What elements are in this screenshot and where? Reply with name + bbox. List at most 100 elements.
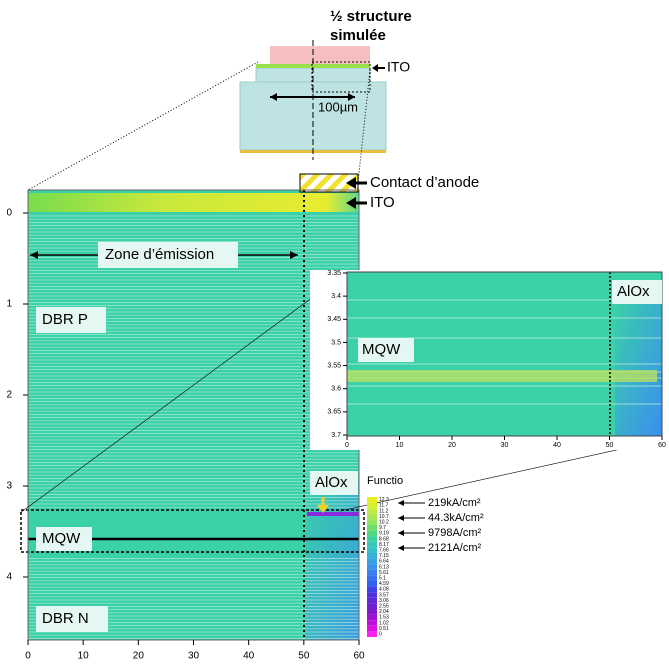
color-swatch bbox=[367, 592, 377, 598]
colorbar-label: 11.2 bbox=[379, 508, 389, 514]
color-swatch bbox=[367, 581, 377, 587]
y-tick-label: 4 bbox=[6, 572, 12, 583]
color-swatch bbox=[367, 569, 377, 576]
color-swatch bbox=[367, 513, 377, 520]
label-box bbox=[310, 471, 358, 495]
colorbar: Functio 12.311.711.210.710.29.79.198.688… bbox=[367, 475, 484, 638]
x-tick-label: 30 bbox=[501, 442, 509, 449]
color-swatch bbox=[367, 586, 377, 593]
current-label: 44.3kA/cm² bbox=[428, 512, 484, 524]
color-swatch bbox=[367, 625, 377, 632]
x-tick-label: 30 bbox=[188, 651, 200, 662]
colorbar-label: 10.2 bbox=[379, 520, 389, 526]
x-tick-label: 20 bbox=[448, 442, 456, 449]
y-tick-label: 2 bbox=[6, 390, 12, 401]
mqw-label: MQW bbox=[42, 530, 81, 547]
dbr-n-label: DBR N bbox=[42, 610, 89, 627]
x-tick-label: 0 bbox=[25, 651, 31, 662]
colorbar-label: 5.61 bbox=[379, 570, 389, 576]
color-swatch bbox=[367, 547, 377, 553]
colorbar-label: 0.51 bbox=[379, 626, 389, 632]
color-swatch bbox=[367, 502, 377, 509]
color-swatch bbox=[367, 603, 377, 609]
colorbar-label: 6.64 bbox=[379, 559, 389, 565]
zoom-line bbox=[356, 69, 371, 193]
arrow-head bbox=[346, 177, 356, 189]
colorbar-label: 7.66 bbox=[379, 548, 389, 554]
color-swatch bbox=[367, 519, 377, 525]
x-tick-label: 40 bbox=[243, 651, 255, 662]
contact-label: Contact d’anode bbox=[370, 174, 479, 191]
colorbar-label: 0 bbox=[379, 632, 382, 638]
color-swatch bbox=[367, 541, 377, 548]
color-swatch bbox=[367, 508, 377, 514]
x-tick-label: 60 bbox=[353, 651, 365, 662]
color-swatch bbox=[367, 597, 377, 604]
colorbar-label: 4.59 bbox=[379, 581, 389, 587]
label-box bbox=[612, 280, 662, 304]
y-tick-label: 3 bbox=[6, 481, 12, 492]
colorbar-label: 11.7 bbox=[379, 503, 389, 509]
y-tick-label: 3.6 bbox=[331, 386, 341, 393]
color-swatch bbox=[367, 530, 377, 537]
dbr-p-label: DBR P bbox=[42, 311, 88, 328]
pointer-head bbox=[398, 500, 404, 506]
mqw-box bbox=[20, 509, 365, 553]
colorbar-label: 1.02 bbox=[379, 620, 389, 626]
current-label: 2121A/cm² bbox=[428, 542, 482, 554]
colorbar-label: 10.7 bbox=[379, 514, 389, 520]
title-line: simulée bbox=[330, 27, 386, 44]
colorbar-label: 3.57 bbox=[379, 592, 389, 598]
color-swatch bbox=[367, 553, 377, 559]
color-swatch bbox=[367, 575, 377, 581]
x-tick-label: 50 bbox=[298, 651, 310, 662]
current-spread bbox=[305, 480, 359, 640]
x-tick-label: 40 bbox=[553, 442, 561, 449]
current-label: 9798A/cm² bbox=[428, 527, 482, 539]
colorbar-label: 8.68 bbox=[379, 536, 389, 542]
colorbar-label: 9.19 bbox=[379, 531, 389, 537]
colorbar-label: 1.53 bbox=[379, 615, 389, 621]
label-box bbox=[358, 338, 414, 362]
colorbar-label: 4.08 bbox=[379, 587, 389, 593]
label-box bbox=[98, 242, 238, 268]
color-swatch bbox=[367, 609, 377, 615]
inset-plot: MQW AlOx 0 10 20 30 40 50 60 3.35 3.4 3.45 3.5 3.55… bbox=[310, 270, 666, 450]
ito-layer bbox=[256, 64, 370, 68]
x-tick-label: 0 bbox=[345, 442, 349, 449]
colorbar-label: 9.7 bbox=[379, 525, 386, 531]
arrow-head bbox=[372, 64, 378, 72]
label-box bbox=[36, 307, 106, 333]
color-swatch bbox=[367, 631, 377, 637]
simulated-box bbox=[311, 61, 371, 93]
pointer-head bbox=[398, 530, 404, 536]
title-line: ½ structure bbox=[330, 8, 412, 25]
y-tick-label: 3.7 bbox=[331, 432, 341, 439]
colorbar-label: 2.04 bbox=[379, 609, 389, 615]
alox-label: AlOx bbox=[315, 474, 348, 491]
color-swatch bbox=[367, 564, 377, 570]
y-tick-label: 3.55 bbox=[327, 362, 341, 369]
arrow-head bbox=[346, 197, 356, 209]
colorbar-label: 8.17 bbox=[379, 542, 389, 548]
colorbar-label: 3.06 bbox=[379, 598, 389, 604]
top-layer bbox=[270, 46, 370, 66]
ito-region bbox=[28, 193, 359, 212]
colorbar-label: 12.3 bbox=[379, 497, 389, 503]
x-tick-label: 10 bbox=[78, 651, 90, 662]
color-swatch bbox=[367, 536, 377, 542]
x-tick-label: 50 bbox=[606, 442, 614, 449]
zoom-line bbox=[339, 439, 663, 512]
y-tick-label: 3.35 bbox=[327, 270, 341, 277]
color-swatch bbox=[367, 614, 377, 621]
y-tick-label: 1 bbox=[6, 299, 12, 310]
color-swatch bbox=[367, 525, 377, 531]
inset-spread bbox=[615, 300, 662, 436]
x-tick-label: 60 bbox=[658, 442, 666, 449]
colorbar-title: Functio bbox=[367, 475, 403, 487]
y-tick-label: 3.5 bbox=[331, 339, 341, 346]
x-tick-label: 20 bbox=[133, 651, 145, 662]
zoom-line bbox=[19, 271, 348, 514]
ito-label: ITO bbox=[370, 194, 395, 211]
color-swatch bbox=[367, 558, 377, 565]
